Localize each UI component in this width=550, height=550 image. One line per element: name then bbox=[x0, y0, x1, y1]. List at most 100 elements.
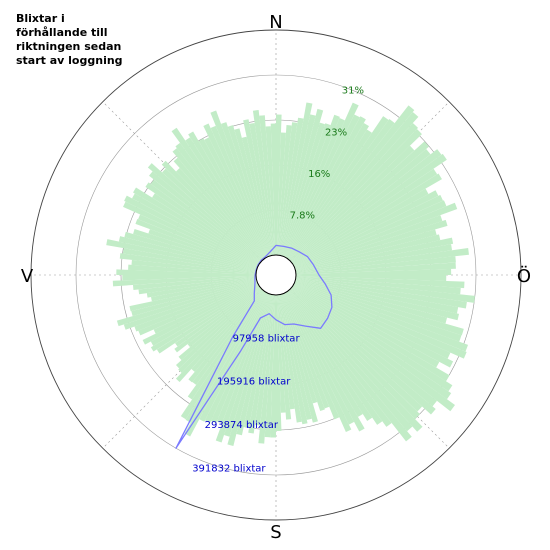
percent-bar bbox=[286, 291, 363, 417]
percent-bar bbox=[185, 137, 266, 259]
percent-bar bbox=[276, 114, 282, 256]
percent-bar bbox=[294, 281, 469, 352]
percent-bar bbox=[278, 122, 298, 256]
percent-bar bbox=[291, 148, 431, 263]
percent-bar bbox=[134, 281, 258, 332]
percent-bar bbox=[133, 276, 257, 290]
percent-bar bbox=[150, 284, 259, 346]
percent-bar bbox=[278, 294, 302, 423]
percent-bar bbox=[172, 148, 264, 260]
percent-bar bbox=[175, 288, 262, 369]
percent-bar bbox=[204, 137, 268, 258]
percent-bar bbox=[112, 275, 257, 287]
percent-bar bbox=[176, 168, 263, 261]
percent-bar bbox=[128, 264, 257, 275]
percent-bar bbox=[295, 229, 437, 271]
percent-bar bbox=[277, 294, 292, 420]
percent-bar bbox=[292, 168, 438, 265]
percent-bar bbox=[276, 294, 282, 432]
percent-bar bbox=[129, 279, 257, 312]
percent-bar bbox=[215, 293, 270, 443]
percent-bar bbox=[295, 219, 448, 270]
percent-bar bbox=[153, 283, 259, 334]
percent-bar bbox=[191, 289, 264, 372]
percent-bar bbox=[178, 288, 263, 373]
percent-bar bbox=[287, 116, 389, 259]
percent-bar bbox=[123, 281, 258, 330]
percent-bar bbox=[252, 110, 274, 256]
percent-bar bbox=[119, 253, 257, 273]
percent-bar bbox=[295, 244, 453, 273]
percent-bar bbox=[210, 110, 270, 257]
percent-bar bbox=[270, 123, 276, 256]
percent-bar bbox=[281, 294, 318, 404]
percent-bar bbox=[187, 291, 265, 400]
percent-bar bbox=[282, 123, 331, 257]
percent-bar bbox=[292, 286, 452, 400]
percent-bar bbox=[187, 287, 261, 348]
percent-bar bbox=[278, 117, 304, 256]
percent-bar bbox=[282, 293, 330, 409]
percent-bar bbox=[282, 114, 340, 257]
percent-bar bbox=[174, 286, 261, 353]
percent-bar bbox=[295, 247, 469, 273]
percent-bar bbox=[286, 129, 372, 259]
percent-bar bbox=[295, 279, 460, 321]
percent-bar bbox=[236, 294, 272, 436]
percent-bar bbox=[281, 122, 326, 256]
percent-bar bbox=[249, 123, 274, 256]
percent-bar bbox=[118, 236, 257, 271]
percent-area-layer bbox=[106, 102, 475, 446]
percent-bar bbox=[148, 229, 258, 269]
count-ring-label: 293874 blixtar bbox=[205, 420, 279, 431]
percent-bar bbox=[138, 214, 258, 268]
percent-bar bbox=[295, 275, 465, 289]
percent-bar bbox=[258, 294, 275, 444]
percent-bar bbox=[287, 291, 383, 425]
percent-bar bbox=[295, 278, 459, 314]
percent-bar bbox=[290, 288, 423, 412]
percent-ring-label: 31% bbox=[342, 86, 364, 97]
percent-bar bbox=[295, 276, 461, 295]
percent-bar bbox=[294, 200, 447, 268]
percent-bar bbox=[184, 292, 267, 437]
percent-bar bbox=[188, 290, 264, 383]
percent-bar bbox=[276, 132, 286, 256]
percent-bar bbox=[288, 289, 413, 432]
percent-bar bbox=[286, 291, 373, 421]
percent-bar bbox=[295, 262, 456, 275]
percent-bar bbox=[295, 277, 475, 303]
percent-bar bbox=[282, 293, 325, 411]
percent-bar bbox=[156, 285, 260, 354]
percent-bar bbox=[161, 160, 263, 262]
percent-bar bbox=[147, 163, 262, 263]
percent-bar bbox=[287, 119, 395, 260]
percent-bar bbox=[133, 229, 257, 270]
percent-bar bbox=[295, 234, 441, 271]
percent-bar bbox=[294, 282, 467, 359]
percent-bar bbox=[284, 114, 360, 258]
percent-bar bbox=[293, 283, 454, 368]
percent-ring-label: 7.8% bbox=[290, 211, 315, 222]
percent-bar bbox=[248, 294, 274, 434]
percent-bar bbox=[142, 283, 259, 345]
percent-ring-label: 23% bbox=[325, 127, 347, 138]
percent-bar bbox=[287, 290, 392, 427]
percent-bar bbox=[286, 122, 370, 259]
percent-bar bbox=[283, 118, 345, 257]
percent-bar bbox=[280, 114, 316, 256]
percent-bar bbox=[284, 292, 352, 432]
percent-bar bbox=[280, 108, 324, 256]
percent-bar bbox=[146, 277, 257, 298]
compass-west: V bbox=[21, 266, 34, 287]
percent-bar bbox=[124, 231, 257, 271]
percent-bar bbox=[243, 294, 273, 429]
percent-bar bbox=[280, 294, 318, 423]
percent-bar bbox=[288, 105, 415, 260]
percent-bar bbox=[171, 127, 265, 259]
percent-bar bbox=[291, 149, 442, 264]
percent-bar bbox=[162, 168, 262, 262]
percent-bar bbox=[295, 256, 456, 274]
percent-bar bbox=[285, 292, 365, 432]
percent-bar bbox=[227, 294, 272, 446]
